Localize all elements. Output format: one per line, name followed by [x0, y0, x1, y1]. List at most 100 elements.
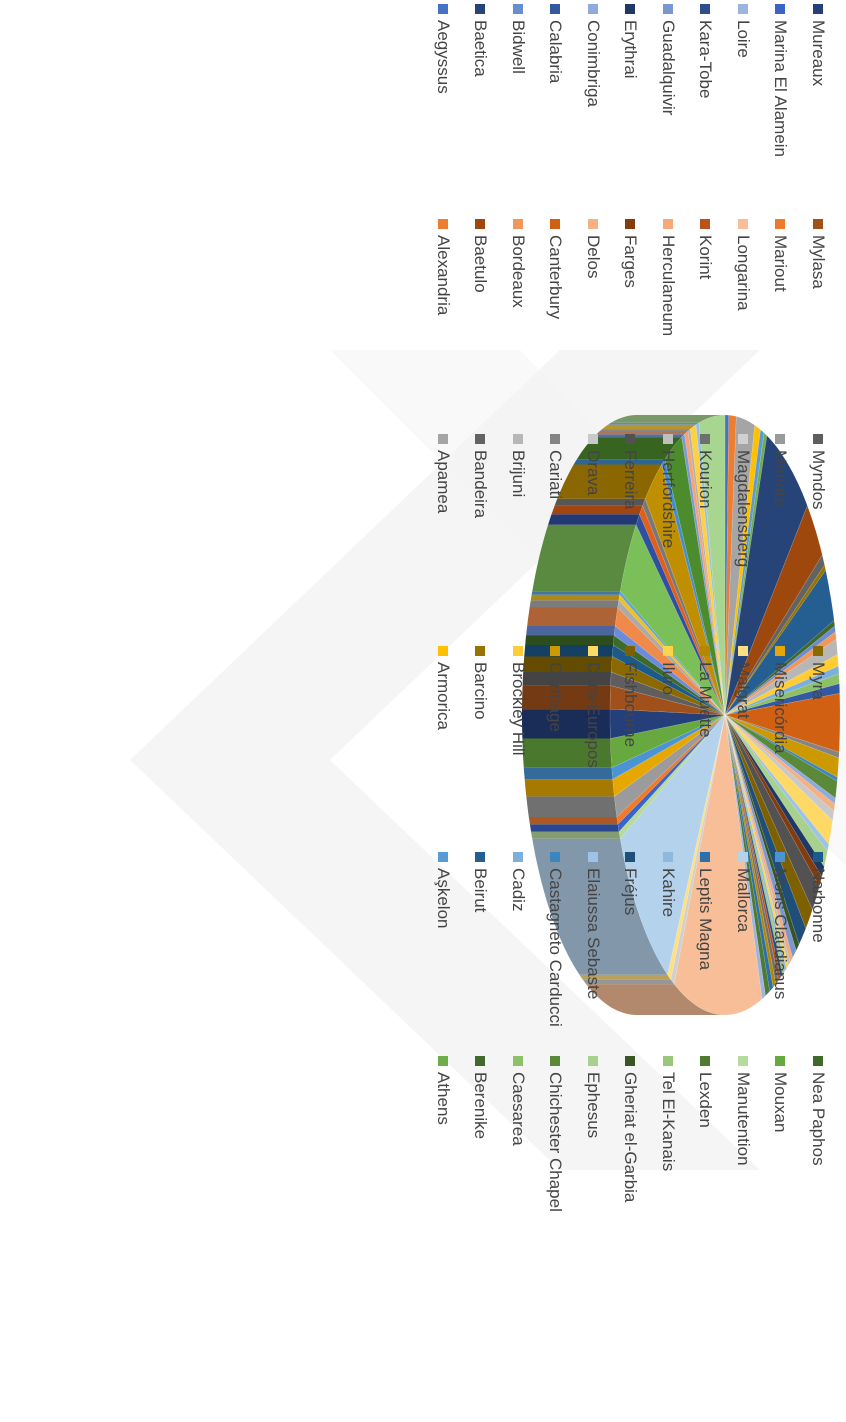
pie-slice-side: [548, 514, 640, 525]
legend-item: Oliva: [839, 434, 846, 489]
legend-swatch: [700, 852, 711, 862]
pie-slice-side: [523, 656, 613, 672]
legend-swatch: [663, 646, 673, 656]
legend-item: Hertfordshire: [651, 434, 685, 548]
legend-item: Bidwell: [501, 4, 535, 74]
legend-swatch: [550, 434, 561, 444]
pie-slice-side: [526, 626, 616, 636]
pie-slice: [724, 569, 835, 716]
legend-label: Barcino: [471, 662, 491, 720]
legend-item: Chichester Chapel: [539, 1056, 573, 1212]
pie-slice-side: [531, 831, 621, 839]
legend-item: Mylasa: [801, 219, 835, 289]
legend-item: Delos: [576, 219, 610, 278]
legend-swatch: [775, 219, 786, 229]
legend-swatch: [738, 1056, 748, 1066]
legend-item: Novae: [839, 219, 846, 284]
legend-label: Ferreira: [621, 450, 641, 510]
legend-swatch: [625, 646, 636, 656]
legend-item: Beirut: [464, 852, 498, 912]
pie-slice: [724, 714, 836, 812]
legend-swatch: [438, 1056, 448, 1066]
legend-item: Ferreira: [614, 434, 648, 510]
legend-label: Marina El Alamein: [771, 20, 791, 158]
legend-swatch: [663, 1056, 673, 1066]
legend-swatch: [625, 219, 636, 229]
legend-swatch: [775, 434, 786, 444]
legend-label: Fréjus: [621, 868, 641, 916]
legend-label: Magdalensberg: [734, 450, 753, 568]
legend-swatch: [588, 646, 598, 656]
legend-label: Mons Claudianus: [771, 868, 791, 1000]
legend-label: Malgrat: [734, 662, 753, 719]
legend-item: Nea Paphos: [801, 1056, 835, 1166]
legend-label: Tel El-Kanais: [659, 1072, 678, 1172]
legend-item: Palmyra: [839, 1056, 846, 1134]
legend-item: Korint: [689, 219, 723, 279]
pie-slice-side: [579, 974, 671, 980]
legend-label: Manutention: [734, 1072, 753, 1166]
legend-label: Brijuni: [509, 450, 528, 498]
legend-item: Manutention: [726, 1056, 760, 1166]
legend-item: Baetica: [464, 4, 498, 77]
pie-slice: [724, 564, 826, 716]
legend-swatch: [588, 4, 598, 14]
legend-label: Kara-Tobe: [696, 20, 716, 99]
legend-item: Berenike: [464, 1056, 498, 1139]
legend-item: Orbetello: [839, 852, 846, 937]
pie-slice: [724, 714, 777, 988]
legend-swatch: [663, 434, 673, 444]
pie-slice-side: [532, 838, 668, 975]
pie-slice: [724, 714, 785, 976]
legend-item: Fishbourne: [614, 646, 648, 747]
legend-item: Cadiz: [501, 852, 535, 911]
legend-label: Baetica: [471, 20, 491, 77]
legend-item: Brockley Hill: [501, 646, 535, 756]
legend-swatch: [663, 852, 673, 862]
legend-item: Bordeaux: [501, 219, 535, 308]
legend-swatch: [775, 852, 786, 862]
legend-item: Caesarea: [501, 1056, 535, 1146]
legend-item: Guadalquivir: [651, 4, 685, 115]
pie-slice: [724, 714, 836, 805]
legend-swatch: [550, 646, 561, 656]
legend-swatch: [513, 434, 523, 444]
legend-item: Barcino: [464, 646, 498, 720]
legend-label: Athens: [434, 1072, 453, 1125]
legend-swatch: [588, 219, 598, 229]
pie-slice: [724, 554, 825, 716]
pie-slice: [664, 436, 726, 716]
pie-slice-side: [532, 524, 637, 592]
legend-item: Ephesus: [576, 1056, 610, 1138]
legend-item: Kara-Tobe: [689, 4, 723, 98]
pie-slice: [724, 432, 768, 716]
legend-label: Mylasa: [809, 235, 828, 289]
pie-slice: [724, 714, 825, 878]
pie-slice-side: [557, 464, 662, 499]
legend-swatch: [475, 434, 486, 444]
legend-label: Mariout: [771, 235, 791, 292]
pie-slice: [724, 714, 797, 959]
legend-item: Canterbury: [539, 219, 573, 319]
legend-label: Beirut: [471, 868, 491, 913]
legend-item: Alexandria: [426, 219, 460, 315]
legend-label: Bandeira: [471, 450, 491, 519]
pie-slice: [724, 424, 761, 716]
legend-item: Mallorca: [726, 852, 760, 932]
legend-item: Cariati: [539, 434, 573, 499]
legend-swatch: [438, 646, 448, 656]
pie-slice-side: [524, 779, 615, 797]
legend-label: Herculaneum: [659, 235, 678, 337]
legend-label: Hertfordshire: [659, 450, 678, 549]
legend-label: Kahire: [659, 868, 678, 918]
pie-slice: [724, 714, 823, 888]
legend-item: Aşkelon: [426, 852, 460, 928]
legend-swatch: [738, 434, 748, 444]
legend-item: Kourion: [689, 434, 723, 509]
pie-slice: [724, 416, 756, 716]
legend-label: Ephesus: [584, 1072, 603, 1139]
legend-label: Apamea: [434, 450, 453, 514]
pie-slice: [724, 654, 839, 716]
legend-item: Iluro: [651, 646, 685, 695]
legend-item: Menate: [764, 434, 798, 507]
